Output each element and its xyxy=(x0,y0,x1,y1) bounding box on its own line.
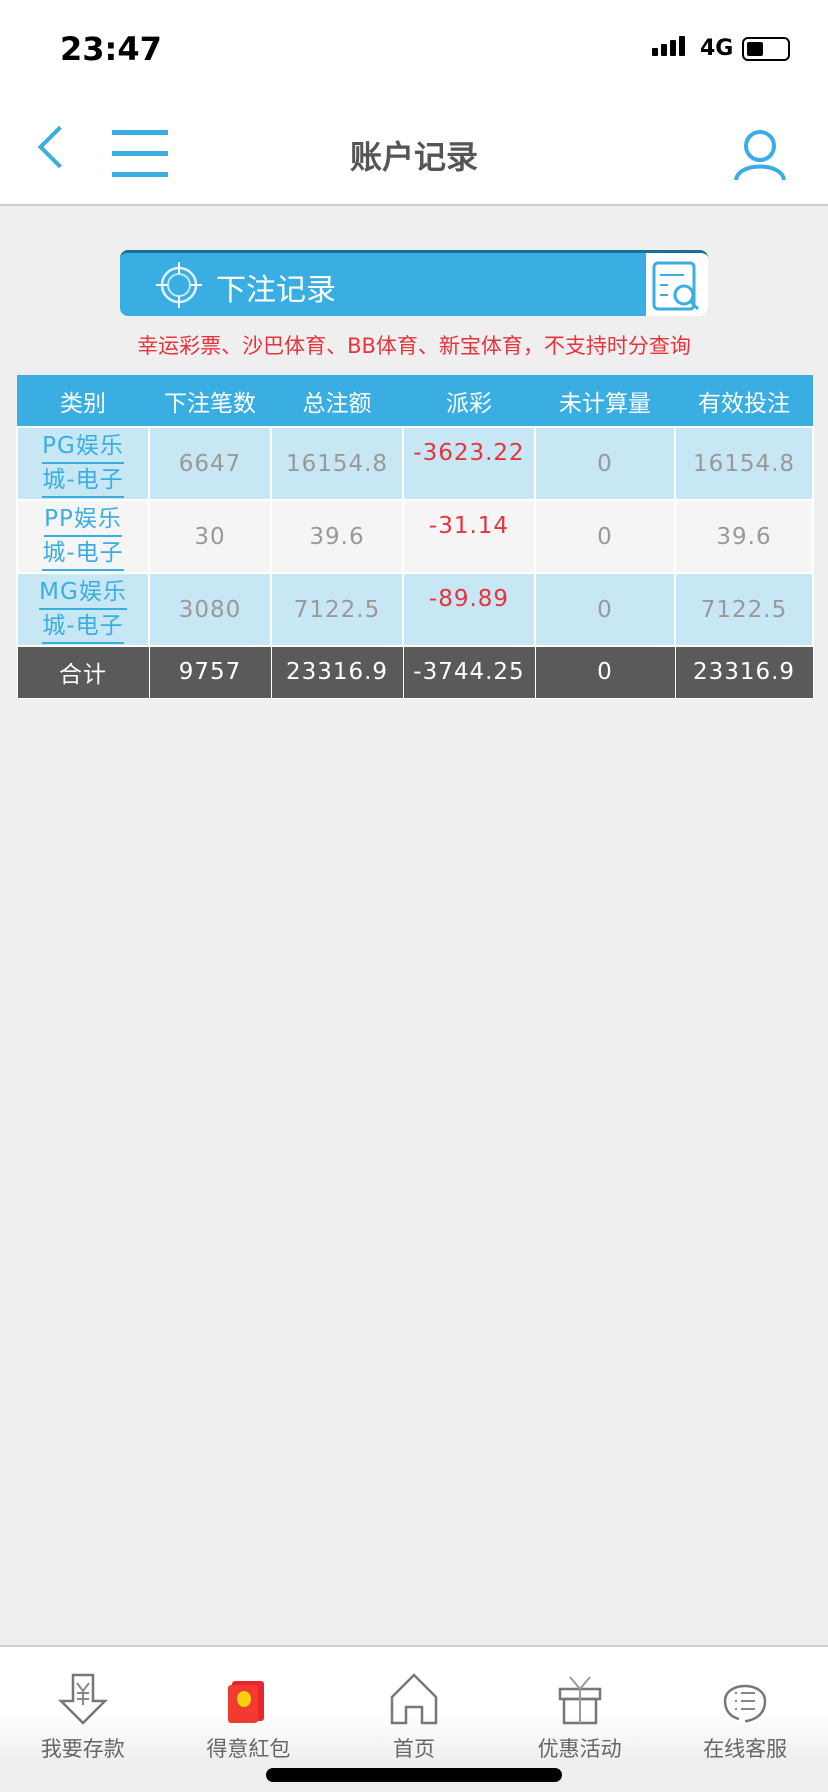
home-icon xyxy=(390,1673,438,1725)
tab-deposit[interactable]: 我要存款 xyxy=(0,1647,166,1761)
tab-home[interactable]: 首页 xyxy=(331,1647,497,1761)
tab-label: 我要存款 xyxy=(40,1737,125,1761)
user-icon[interactable] xyxy=(732,126,788,182)
category-link[interactable]: 城-电子 xyxy=(42,610,124,644)
total-cell: 7122.5 xyxy=(270,572,404,647)
records-table: 类别 下注笔数 总注额 派彩 未计算量 有效投注 PG娱乐城-电子 6647 1… xyxy=(16,375,814,699)
tab-label: 得意紅包 xyxy=(206,1737,291,1761)
header-unsettled: 未计算量 xyxy=(535,375,675,427)
category-link[interactable]: MG娱乐 xyxy=(39,576,127,610)
category-cell: MG娱乐城-电子 xyxy=(16,572,150,647)
valid-cell: 7122.5 xyxy=(674,572,814,647)
red-envelope-icon xyxy=(228,1681,265,1723)
header-count: 下注笔数 xyxy=(149,375,271,427)
total-row: 合计 9757 23316.9 -3744.25 0 23316.9 xyxy=(16,645,814,699)
count-cell: 30 xyxy=(148,499,272,574)
header-payout: 派彩 xyxy=(403,375,535,427)
tab-label: 在线客服 xyxy=(703,1737,788,1761)
count-cell: 6647 xyxy=(148,426,272,501)
total-unsettled: 0 xyxy=(534,645,676,699)
signal-icon xyxy=(652,36,685,56)
home-indicator[interactable] xyxy=(266,1768,562,1782)
category-link[interactable]: PG娱乐 xyxy=(42,430,124,464)
bet-record-banner[interactable]: 下注记录 xyxy=(120,250,708,316)
tab-bar: 我要存款 得意紅包 首页 优惠活动 在线客服 xyxy=(0,1645,828,1761)
header-total: 总注额 xyxy=(271,375,403,427)
total-cell: 39.6 xyxy=(270,499,404,574)
total-payout: -3744.25 xyxy=(402,645,536,699)
valid-cell: 16154.8 xyxy=(674,426,814,501)
status-bar: 23:47 4G xyxy=(0,0,828,96)
category-line2: 城-电子 xyxy=(42,539,124,566)
payout-cell: -89.89 xyxy=(402,572,536,647)
category-line2: 城-电子 xyxy=(42,466,124,493)
table-row: PP娱乐城-电子 30 39.6 -31.14 0 39.6 xyxy=(16,499,814,574)
table-row: PG娱乐城-电子 6647 16154.8 -3623.22 0 16154.8 xyxy=(16,426,814,501)
tab-support[interactable]: 在线客服 xyxy=(662,1647,828,1761)
target-icon xyxy=(156,262,202,308)
support-icon xyxy=(723,1684,767,1723)
unsettled-cell: 0 xyxy=(534,572,676,647)
category-link[interactable]: 城-电子 xyxy=(42,537,124,571)
nav-bar: 账户记录 xyxy=(0,96,828,206)
category-line1: PP娱乐 xyxy=(44,505,122,532)
network-type: 4G xyxy=(700,36,734,61)
gift-icon xyxy=(558,1676,601,1725)
unsettled-cell: 0 xyxy=(534,426,676,501)
battery-icon xyxy=(742,37,790,61)
total-amount: 23316.9 xyxy=(270,645,404,699)
payout-cell: -3623.22 xyxy=(402,426,536,501)
total-count: 9757 xyxy=(148,645,272,699)
page-title: 账户记录 xyxy=(349,138,478,176)
valid-cell: 39.6 xyxy=(674,499,814,574)
tab-label: 优惠活动 xyxy=(537,1737,622,1761)
tab-label: 首页 xyxy=(392,1737,435,1761)
category-cell: PG娱乐城-电子 xyxy=(16,426,150,501)
table-row: MG娱乐城-电子 3080 7122.5 -89.89 0 7122.5 xyxy=(16,572,814,647)
payout-cell: -31.14 xyxy=(402,499,536,574)
category-line1: MG娱乐 xyxy=(39,578,127,605)
clock: 23:47 xyxy=(60,30,162,68)
category-line1: PG娱乐 xyxy=(42,432,124,459)
tab-red-envelope[interactable]: 得意紅包 xyxy=(166,1647,332,1761)
banner-label: 下注记录 xyxy=(216,273,336,308)
unsettled-cell: 0 xyxy=(534,499,676,574)
deposit-icon xyxy=(57,1673,108,1725)
search-record-icon[interactable] xyxy=(646,253,708,316)
category-link[interactable]: PP娱乐 xyxy=(44,503,122,537)
total-valid: 23316.9 xyxy=(674,645,814,699)
category-line2: 城-电子 xyxy=(42,612,124,639)
header-category: 类别 xyxy=(17,375,149,427)
tab-promotions[interactable]: 优惠活动 xyxy=(497,1647,663,1761)
total-label: 合计 xyxy=(16,645,150,699)
category-cell: PP娱乐城-电子 xyxy=(16,499,150,574)
header-valid: 有效投注 xyxy=(675,375,813,427)
total-cell: 16154.8 xyxy=(270,426,404,501)
unsupported-notice: 幸运彩票、沙巴体育、BB体育、新宝体育，不支持时分查询 xyxy=(137,334,691,358)
menu-icon[interactable] xyxy=(112,130,168,193)
category-link[interactable]: 城-电子 xyxy=(42,464,124,498)
count-cell: 3080 xyxy=(148,572,272,647)
